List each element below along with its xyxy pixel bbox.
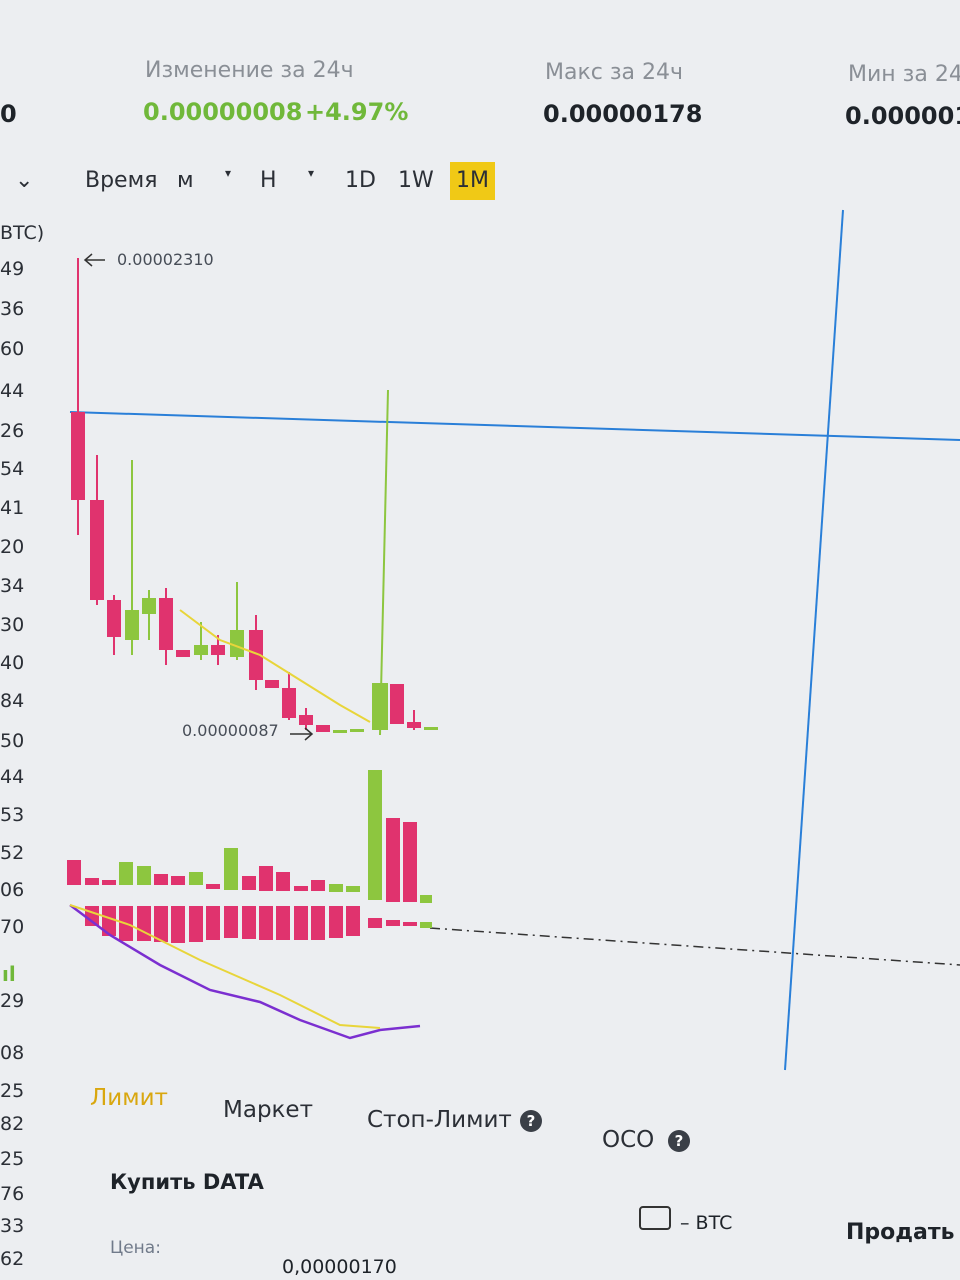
candle-wicks xyxy=(77,258,415,736)
sell-title: Продать xyxy=(846,1220,955,1245)
axis-label: 36 xyxy=(0,298,25,320)
order-tab[interactable]: Маркет xyxy=(223,1097,313,1123)
axis-label: 53 xyxy=(0,804,25,826)
timeframe-button[interactable]: 1W xyxy=(398,168,434,193)
macd-bars xyxy=(85,906,432,943)
axis-label: 20 xyxy=(0,536,25,558)
left-value: 0 xyxy=(0,100,17,128)
crosshair-horizontal xyxy=(69,411,960,441)
candle-bodies xyxy=(71,412,438,733)
help-icon[interactable]: ? xyxy=(520,1110,542,1132)
axis-label: 82 xyxy=(0,1113,25,1135)
stat-label: Макс за 24ч xyxy=(545,60,684,85)
stat-value: 0.000001 xyxy=(845,102,960,130)
price-value[interactable]: 0,00000170 xyxy=(282,1256,397,1278)
dropdown-caret[interactable]: ▾ xyxy=(225,166,232,180)
help-icon[interactable]: ? xyxy=(668,1130,690,1152)
axis-label: 76 xyxy=(0,1183,25,1205)
order-tab[interactable]: Стоп-Лимит xyxy=(367,1107,512,1133)
axis-label: 40 xyxy=(0,652,25,674)
timeframe-button[interactable]: 1M xyxy=(450,162,495,200)
axis-label: 44 xyxy=(0,766,25,788)
low-label: 0.00000087 xyxy=(182,721,279,740)
volume-bars xyxy=(67,770,432,903)
timeframe-button[interactable]: Н xyxy=(260,168,277,193)
axis-label: 25 xyxy=(0,1080,25,1102)
high-label: 0.00002310 xyxy=(117,250,214,269)
axis-label: 26 xyxy=(0,420,25,442)
timeframe-button[interactable]: 1D xyxy=(345,168,376,193)
low-arrow xyxy=(290,727,314,741)
macd-line xyxy=(69,904,381,1029)
axis-label: 41 xyxy=(0,497,25,519)
order-tab[interactable]: Лимит xyxy=(90,1085,168,1111)
timeframe-button: Время xyxy=(85,168,158,193)
axis-label: 62 xyxy=(0,1248,25,1270)
stat-value: 0.00000008 xyxy=(143,98,303,126)
axis-label: 54 xyxy=(0,458,25,480)
axis-label: 30 xyxy=(0,614,25,636)
zero-line xyxy=(429,927,960,966)
axis-label: 34 xyxy=(0,575,25,597)
stat-label: Мин за 24 xyxy=(848,62,960,87)
timeframe-button[interactable]: м xyxy=(177,168,194,193)
high-arrow xyxy=(83,253,105,267)
wallet-unit: – BTC xyxy=(680,1212,733,1234)
dropdown-caret[interactable]: ▾ xyxy=(308,166,315,180)
indicator-icon: ıl xyxy=(2,962,16,986)
axis-label: 06 xyxy=(0,879,25,901)
moving-average xyxy=(179,609,371,723)
crosshair-vertical xyxy=(784,209,844,1071)
signal-line xyxy=(69,904,421,1040)
order-tab[interactable]: OCO xyxy=(602,1127,655,1153)
axis-label: 60 xyxy=(0,338,25,360)
dropdown-chevron[interactable]: ⌄ xyxy=(15,168,34,193)
axis-label: 50 xyxy=(0,730,25,752)
axis-label: 70 xyxy=(0,916,25,938)
axis-unit: BTC) xyxy=(0,222,45,244)
axis-label: 84 xyxy=(0,690,25,712)
axis-label: 49 xyxy=(0,258,25,280)
buy-title: Купить DATA xyxy=(110,1170,264,1194)
price-label: Цена: xyxy=(110,1238,161,1258)
wallet-icon xyxy=(639,1206,671,1230)
axis-label: 33 xyxy=(0,1215,25,1237)
axis-label: 52 xyxy=(0,842,25,864)
stat-label: Изменение за 24ч xyxy=(145,58,354,83)
axis-label: 44 xyxy=(0,380,25,402)
axis-label: 08 xyxy=(0,1042,25,1064)
axis-label: 25 xyxy=(0,1148,25,1170)
stat-value: 0.00000178 xyxy=(543,100,703,128)
axis-label: 29 xyxy=(0,990,25,1012)
stat-change: +4.97% xyxy=(305,98,409,126)
